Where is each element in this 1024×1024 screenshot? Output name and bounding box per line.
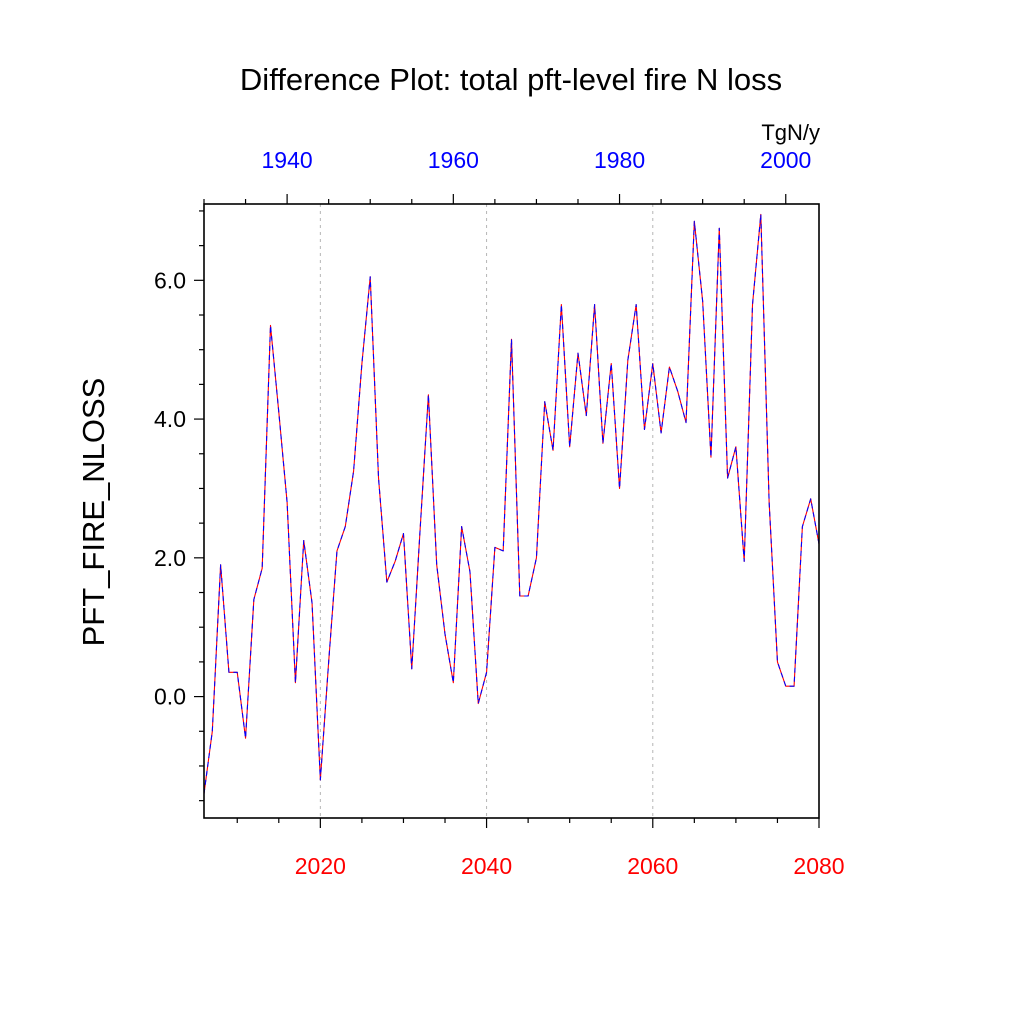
- series-line-difference: [203, 213, 820, 794]
- series-line-overlay-difference: [203, 213, 820, 794]
- y-axis-label: PFT_FIRE_NLOSS: [76, 378, 111, 647]
- y-tick-label-6.0: 6.0: [154, 267, 186, 293]
- y-tick-label-2.0: 2.0: [154, 545, 186, 571]
- bottom-tick-label-2040: 2040: [461, 853, 512, 879]
- top-tick-label-1960: 1960: [428, 147, 479, 173]
- top-tick-label-1940: 1940: [262, 147, 313, 173]
- y-tick-label-0.0: 0.0: [154, 684, 186, 710]
- axes: 2020 2040 2060 2080 1940 1960 1980 2000 0.0 2.0 4.…: [154, 147, 845, 879]
- top-tick-label-1980: 1980: [594, 147, 645, 173]
- bottom-tick-label-2020: 2020: [295, 853, 346, 879]
- plot-frame: [203, 203, 820, 819]
- chart-title: Difference Plot: total pft-level fire N …: [240, 62, 782, 97]
- units-label: TgN/y: [761, 120, 820, 145]
- y-tick-label-4.0: 4.0: [154, 406, 186, 432]
- bottom-tick-label-2080: 2080: [793, 853, 844, 879]
- top-tick-label-2000: 2000: [760, 147, 811, 173]
- bottom-tick-label-2060: 2060: [627, 853, 678, 879]
- series-lines: [203, 213, 820, 794]
- gridlines: [319, 204, 654, 818]
